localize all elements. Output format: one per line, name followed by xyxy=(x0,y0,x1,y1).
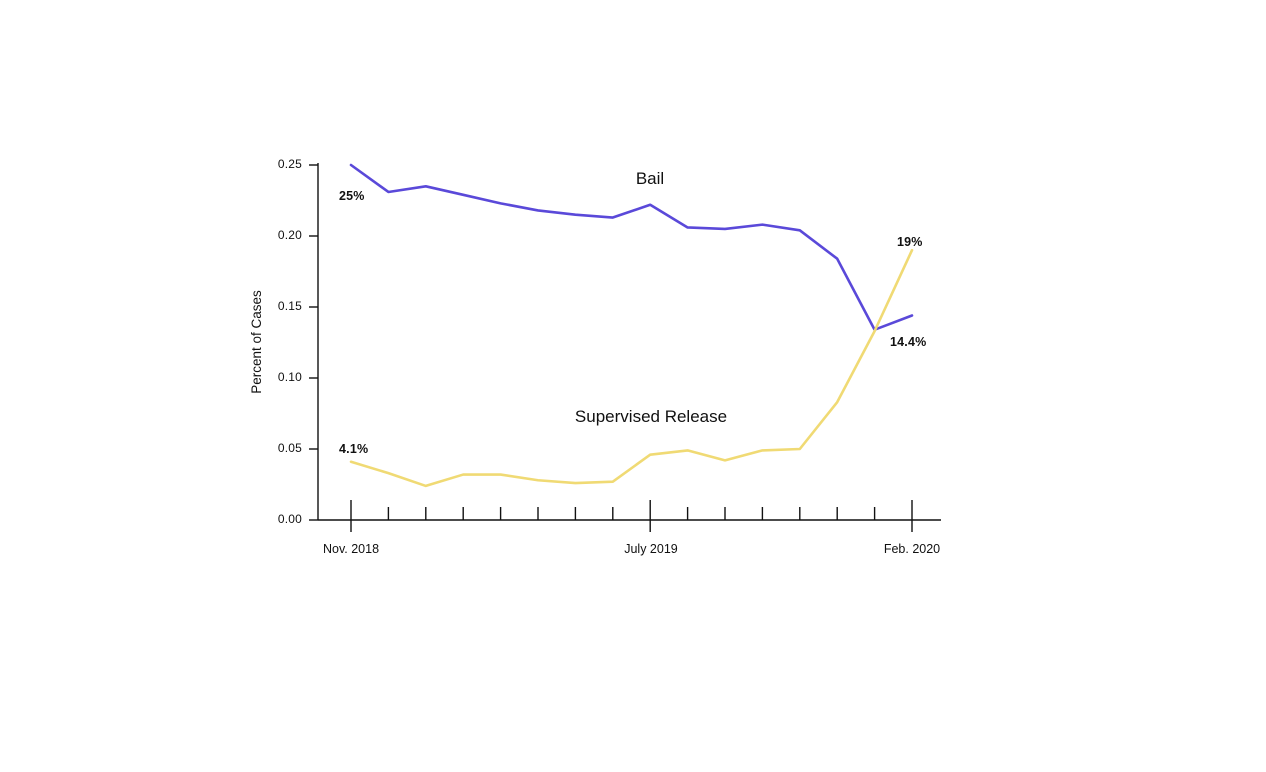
bail-line xyxy=(349,163,914,332)
y-tick-label: 0.20 xyxy=(277,228,302,242)
y-tick-label: 0.15 xyxy=(277,299,302,313)
y-axis-title: Percent of Cases xyxy=(249,290,264,394)
x-tick-label-nov-2018: Nov. 2018 xyxy=(322,542,380,556)
y-tick-label: 0.00 xyxy=(277,512,302,526)
series-label-bail: Bail xyxy=(635,169,665,188)
bail-start-value-label: 25% xyxy=(339,189,365,203)
supervised-end-value-label: 19% xyxy=(897,235,923,249)
y-tick-label: 0.05 xyxy=(277,441,302,455)
x-tick-label-july-2019: July 2019 xyxy=(624,542,678,556)
supervised-start-value-label: 4.1% xyxy=(339,442,369,456)
series-label-supervised-release: Supervised Release xyxy=(574,407,728,426)
y-tick-label: 0.25 xyxy=(277,157,302,171)
bail-end-value-label: 14.4% xyxy=(890,335,927,349)
supervised-release-line xyxy=(349,248,914,488)
y-tick-label: 0.10 xyxy=(277,370,302,384)
x-tick-label-feb-2020: Feb. 2020 xyxy=(883,542,941,556)
